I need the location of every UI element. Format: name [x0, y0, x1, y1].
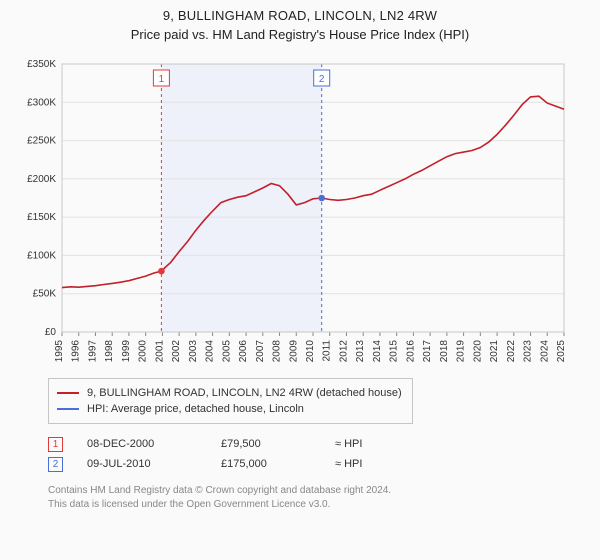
event-number-box: 1 — [48, 437, 63, 452]
legend-row: 9, BULLINGHAM ROAD, LINCOLN, LN2 4RW (de… — [57, 385, 402, 401]
x-tick-label: 2015 — [389, 340, 400, 363]
event-hpi: ≈ HPI — [335, 458, 362, 470]
x-tick-label: 1999 — [121, 340, 132, 363]
x-tick-label: 2008 — [272, 340, 283, 363]
x-tick-label: 2013 — [355, 340, 366, 363]
x-tick-label: 2022 — [506, 340, 517, 363]
x-tick-label: 2024 — [539, 340, 550, 363]
event-price: £175,000 — [221, 458, 311, 470]
x-tick-label: 1998 — [104, 340, 115, 363]
x-tick-label: 2023 — [523, 340, 534, 363]
legend-label: 9, BULLINGHAM ROAD, LINCOLN, LN2 4RW (de… — [87, 387, 402, 399]
legend-label: HPI: Average price, detached house, Linc… — [87, 403, 304, 415]
x-tick-label: 2021 — [489, 340, 500, 363]
event-date: 09-JUL-2010 — [87, 458, 197, 470]
event-number-box: 2 — [48, 457, 63, 472]
footer-line2: This data is licensed under the Open Gov… — [48, 498, 586, 512]
x-tick-label: 2011 — [322, 340, 333, 362]
legend-swatch — [57, 392, 79, 394]
x-tick-label: 2020 — [472, 340, 483, 363]
legend: 9, BULLINGHAM ROAD, LINCOLN, LN2 4RW (de… — [48, 378, 413, 424]
y-tick-label: £150K — [27, 212, 56, 223]
event-point — [318, 195, 325, 202]
x-tick-label: 2002 — [171, 340, 182, 363]
y-tick-label: £250K — [27, 136, 56, 147]
x-tick-label: 2000 — [138, 340, 149, 363]
x-tick-label: 2004 — [205, 340, 216, 363]
chart-title-line1: 9, BULLINGHAM ROAD, LINCOLN, LN2 4RW — [14, 8, 586, 23]
chart-title-line2: Price paid vs. HM Land Registry's House … — [14, 27, 586, 42]
x-tick-label: 2017 — [422, 340, 433, 363]
y-tick-label: £100K — [27, 250, 56, 261]
y-tick-label: £0 — [45, 327, 57, 338]
x-tick-label: 2001 — [154, 340, 165, 363]
event-row: 2 09-JUL-2010 £175,000 ≈ HPI — [48, 454, 586, 474]
x-tick-label: 2006 — [238, 340, 249, 363]
legend-swatch — [57, 408, 79, 410]
x-tick-label: 2014 — [372, 340, 383, 363]
footer-attribution: Contains HM Land Registry data © Crown c… — [48, 484, 586, 511]
x-tick-label: 1995 — [54, 340, 65, 363]
event-flag-number: 1 — [159, 74, 165, 85]
event-point — [158, 268, 165, 275]
x-tick-label: 2010 — [305, 340, 316, 363]
x-tick-label: 2016 — [405, 340, 416, 363]
event-price: £79,500 — [221, 438, 311, 450]
legend-row: HPI: Average price, detached house, Linc… — [57, 401, 402, 417]
event-rows: 1 08-DEC-2000 £79,500 ≈ HPI 2 09-JUL-2010 £175… — [48, 434, 586, 474]
event-date: 08-DEC-2000 — [87, 438, 197, 450]
page-root: 9, BULLINGHAM ROAD, LINCOLN, LN2 4RW Pri… — [0, 0, 600, 560]
price-chart: £0 £50K £100K £150K £200K £250K £300K £350K 1995… — [14, 50, 574, 370]
y-tick-label: £200K — [27, 174, 56, 185]
x-tick-label: 2019 — [456, 340, 467, 363]
footer-line1: Contains HM Land Registry data © Crown c… — [48, 484, 586, 498]
title-block: 9, BULLINGHAM ROAD, LINCOLN, LN2 4RW Pri… — [14, 8, 586, 42]
event-flag-number: 2 — [319, 74, 325, 85]
y-tick-label: £300K — [27, 97, 56, 108]
x-tick-label: 2018 — [439, 340, 450, 363]
x-tick-label: 1996 — [71, 340, 82, 363]
event-row: 1 08-DEC-2000 £79,500 ≈ HPI — [48, 434, 586, 454]
x-tick-label: 2012 — [338, 340, 349, 363]
x-tick-label: 2005 — [221, 340, 232, 363]
x-tick-label: 2003 — [188, 340, 199, 363]
y-tick-label: £350K — [27, 59, 56, 70]
event-hpi: ≈ HPI — [335, 438, 362, 450]
y-tick-label: £50K — [33, 289, 57, 300]
x-tick-label: 1997 — [87, 340, 98, 363]
x-tick-label: 2009 — [288, 340, 299, 363]
x-tick-label: 2025 — [556, 340, 567, 363]
x-tick-label: 2007 — [255, 340, 266, 363]
